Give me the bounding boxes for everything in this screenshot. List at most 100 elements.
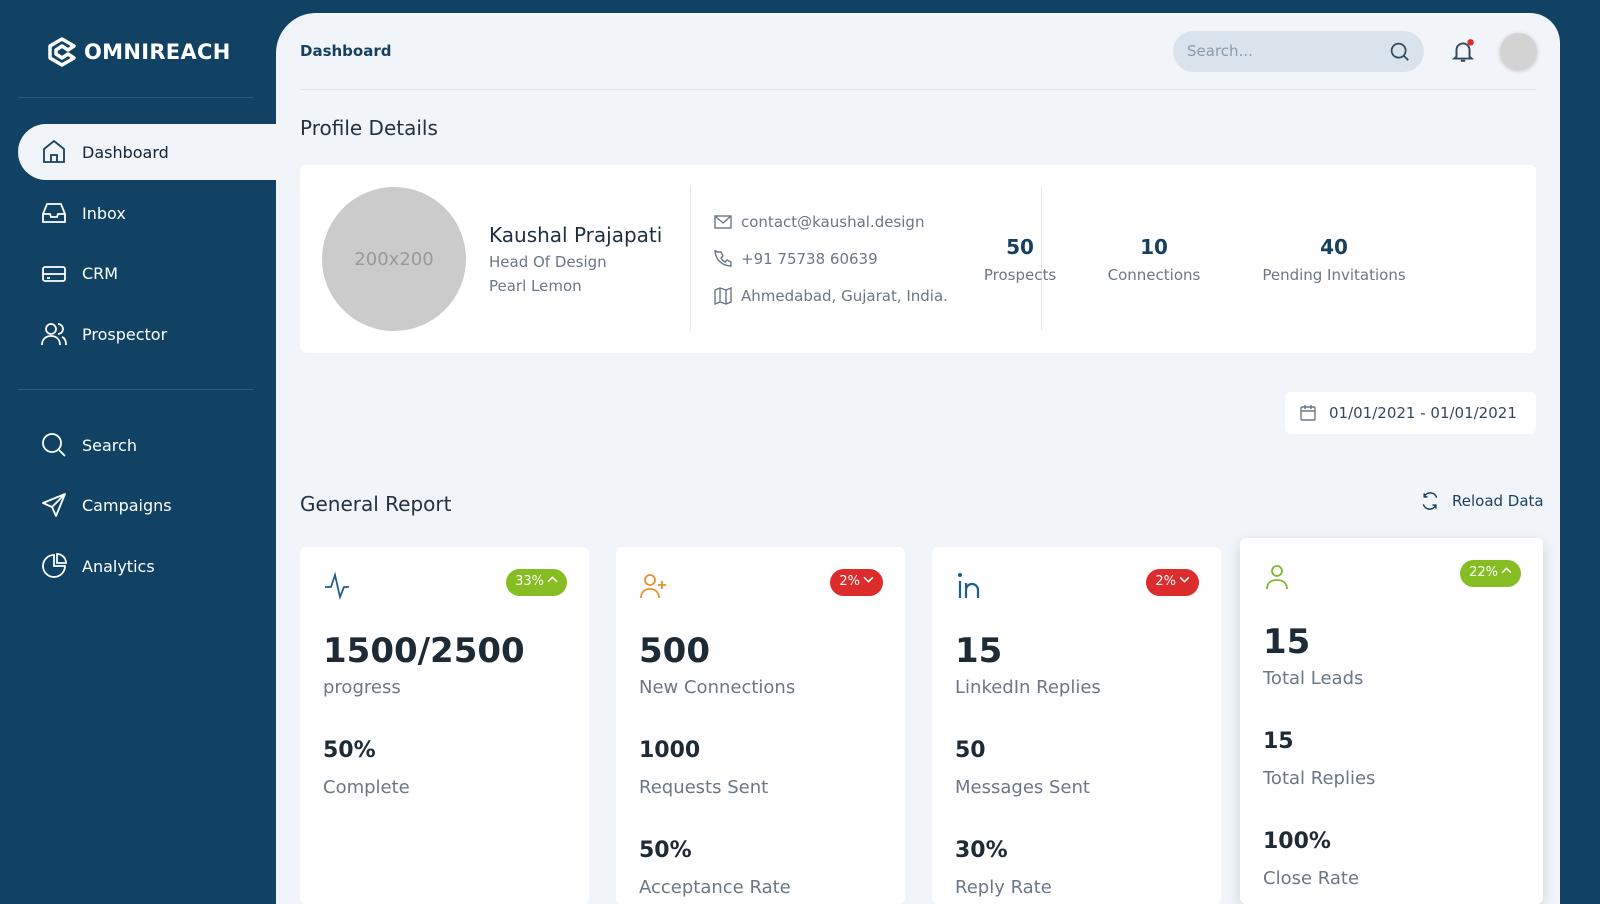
nav-icon [43,139,65,163]
nav-label: Inbox [82,203,126,223]
report-card[interactable]: 2% 15 LinkedIn Replies 50 Messages Sent 30% Re… [932,547,1221,904]
nav-item[interactable]: Campaigns [18,477,276,533]
metric-value: 50% [639,838,692,863]
email-icon [714,215,732,229]
icon-part [1179,576,1190,583]
nav-item[interactable]: CRM [18,245,276,301]
icon-part [863,576,874,583]
stat-value: 40 [1320,235,1348,259]
stat: 50 Prospects [930,235,1110,284]
icon-part [1403,55,1409,61]
section-title: Profile Details [300,116,438,140]
profile-photo: 200x200 [322,187,466,331]
date-range: 01/01/2021 - 01/01/2021 [1329,404,1517,422]
nav-item[interactable]: Analytics [18,538,276,594]
trend-arrow [547,576,558,583]
nav-label: Analytics [82,556,155,576]
icon-part [714,215,732,229]
icon-part [644,574,656,586]
metric-label: New Connections [639,677,796,698]
profile-role: Head Of Design [489,253,607,271]
metric-label: Close Rate [1263,868,1360,889]
icon-part [640,581,666,599]
metric-value: 500 [639,631,710,671]
icon-part [1301,405,1315,412]
nav-item[interactable]: Prospector [18,306,276,362]
nav-item[interactable]: Search [18,417,276,473]
search-icon [1390,42,1409,61]
metric-label: LinkedIn Replies [955,677,1101,698]
search-box[interactable]: Search... [1173,31,1424,72]
stat-value: 10 [1140,235,1168,259]
metric-label: Messages Sent [955,777,1090,798]
phone-icon [714,250,732,267]
nav-icon [42,493,66,517]
profile-name: Kaushal Prajapati [489,223,663,247]
icon-part [41,323,67,346]
nav-icon [41,323,67,346]
report-card[interactable]: 2% 500 New Connections 1000 Requests Sent 50%… [616,547,905,904]
icon-part [1467,39,1474,46]
badge-value: 22% [1469,565,1498,580]
icon-part [42,553,67,578]
metric-value: 50% [323,738,376,763]
metric-value: 30% [955,838,1008,863]
stat-label: Pending Invitations [1262,266,1406,284]
trend-badge: 2% [1146,569,1199,596]
icon-part [58,449,66,457]
nav-icon [42,433,66,457]
date-picker[interactable]: 01/01/2021 - 01/01/2021 [1285,392,1536,434]
icon-part [714,250,732,267]
badge-value: 33% [515,574,544,589]
trend-badge: 2% [830,569,883,596]
badge-value: 2% [839,574,860,589]
nav-icon [42,203,66,223]
brand[interactable]: OMNIREACH [46,36,231,68]
metric-value: 1000 [639,738,701,763]
nav-icon [42,553,67,578]
reload-icon [1422,492,1438,510]
search-placeholder: Search... [1187,42,1253,60]
nav-icon [42,266,66,282]
reload-button[interactable]: Reload Data [1420,491,1544,511]
trend-badge: 33% [506,569,567,596]
metric-value: 1500/2500 [323,631,525,671]
icon-part [1422,492,1438,510]
profile-card: 200x200 Kaushal Prajapati Head Of Design… [300,165,1536,353]
metric-value: 15 [1263,729,1294,754]
divider [18,389,253,390]
section-title: General Report [300,492,452,516]
trend-arrow [1179,576,1190,583]
icon-part [1266,579,1288,590]
icon-part [714,287,732,305]
brand-name: OMNIREACH [84,40,231,64]
nav-item[interactable]: Dashboard [18,124,276,180]
report-card[interactable]: 33% 1500/2500 progress 50% Complete [300,547,589,904]
divider [690,187,691,331]
metric-label: progress [323,677,401,698]
phone: +91 75738 60639 [741,250,878,268]
nav-item[interactable]: Inbox [18,185,276,241]
icon-part [325,571,349,601]
stat: 40 Pending Invitations [1244,235,1424,284]
divider [300,89,1536,90]
nav-label: Search [82,435,137,455]
report-card[interactable]: 22% 15 Total Leads 15 Total Replies 100% Close… [1240,538,1543,904]
icon-part [42,493,66,517]
email: contact@kaushal.design [741,213,925,231]
nav-label: Campaigns [82,495,172,515]
metric-value: 15 [1263,622,1311,662]
nav-label: Prospector [82,324,168,344]
metric-label: Reply Rate [955,877,1052,898]
metric-value: 50 [955,738,986,763]
badge-value: 2% [1155,574,1176,589]
icon-part [42,433,62,453]
card-icon [640,574,666,599]
stat: 10 Connections [1064,235,1244,284]
nav-label: CRM [82,263,119,283]
user-avatar[interactable] [1500,33,1537,70]
logo [48,37,76,67]
notifications[interactable] [1450,38,1476,64]
metric-label: Requests Sent [639,777,769,798]
trend-arrow [1501,567,1512,574]
